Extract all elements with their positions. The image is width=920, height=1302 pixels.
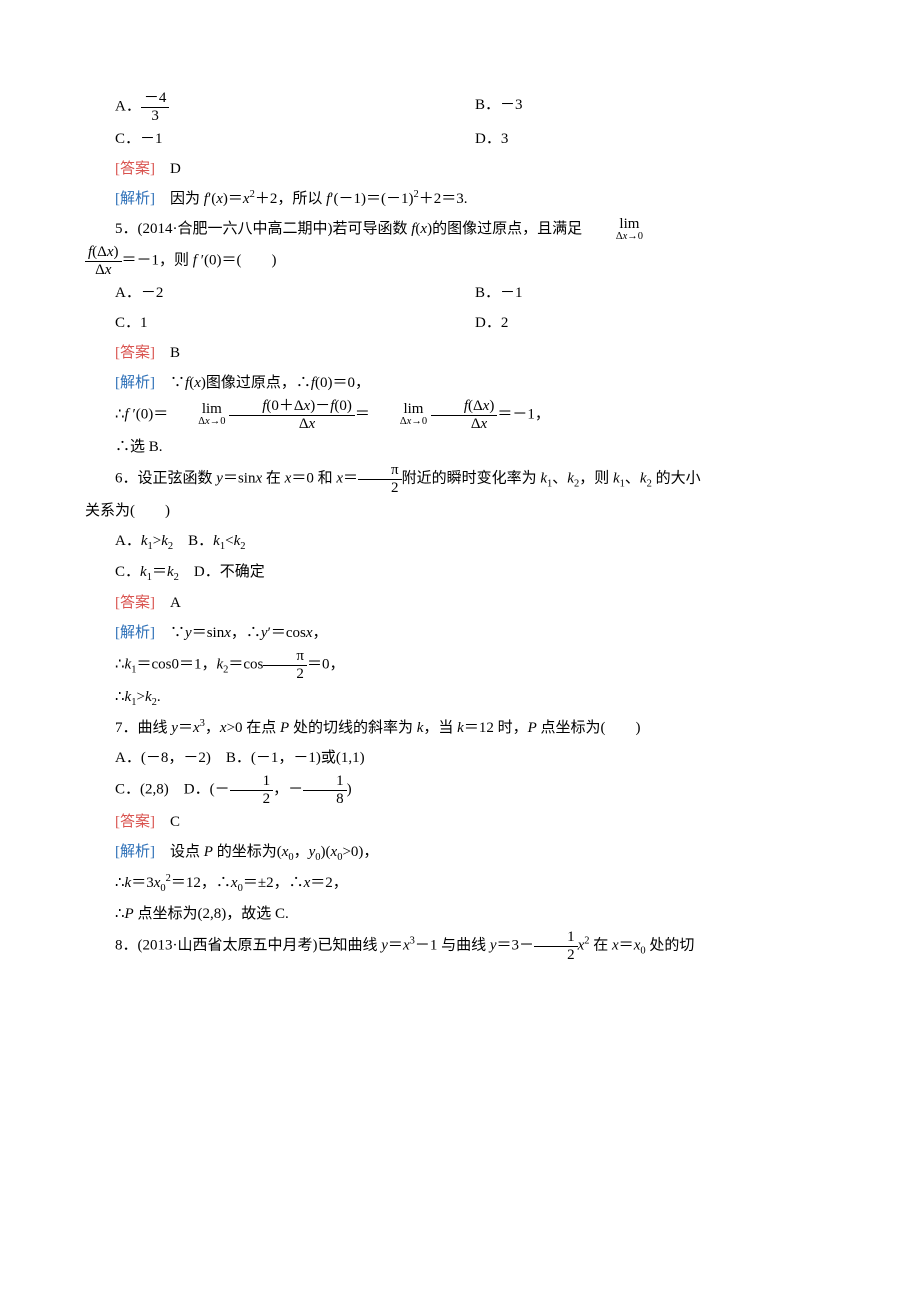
answer-label: [答案] [115, 345, 155, 361]
q4-answer: D [170, 161, 181, 177]
q7-stem: 7．曲线 y＝x3，x>0 在点 P 处的切线的斜率为 k，当 k＝12 时，P… [85, 713, 835, 743]
q7-explain1: [解析] 设点 P 的坐标为(x0，y0)(x0>0)， [85, 837, 835, 868]
q4-optD: D．3 [475, 124, 835, 154]
q6-answer-line: [答案] A [85, 588, 835, 618]
q6-answer: A [170, 595, 181, 611]
q5-explain1: [解析] ∵f(x)图像过原点，∴f(0)＝0， [85, 368, 835, 398]
q6-explain1: [解析] ∵y＝sinx，∴y′＝cosx， [85, 618, 835, 648]
lim-icon: limΔx→0 [586, 217, 643, 243]
q5-optA: A．－2 [115, 278, 475, 308]
answer-label: [答案] [115, 595, 155, 611]
q6-opt-line2: C．k1＝k2 D．不确定 [85, 557, 835, 588]
answer-label: [答案] [115, 814, 155, 830]
answer-label: [答案] [115, 161, 155, 177]
q5-optD: D．2 [475, 308, 835, 338]
explain-label: [解析] [115, 191, 155, 207]
q4-optA-prefix: A． [115, 98, 141, 114]
q5-stem-line2: f(Δx)Δx＝－1，则 f ′(0)＝( ) [85, 244, 835, 278]
q5-stem-line1: 5．(2014·合肥一六八中高二期中)若可导函数 f(x)的图像过原点，且满足 … [85, 214, 835, 244]
q6-stem-line2: 关系为( ) [85, 496, 835, 526]
q6-explain3: ∴k1>k2. [85, 682, 835, 713]
explain-label: [解析] [115, 625, 155, 641]
explain-label: [解析] [115, 844, 155, 860]
q5-explain2: ∴f ′(0)＝limΔx→0 f(0＋Δx)－f(0)Δx＝limΔx→0 f… [85, 398, 835, 432]
q8-stem: 8．(2013·山西省太原五中月考)已知曲线 y＝x3－1 与曲线 y＝3－12… [85, 929, 835, 963]
q6-opt-line1: A．k1>k2 B．k1<k2 [85, 526, 835, 557]
q4-optC: C．－1 [115, 124, 475, 154]
q7-explain2: ∴k＝3x02＝12，∴x0＝±2，∴x＝2， [85, 868, 835, 899]
explain-label: [解析] [115, 375, 155, 391]
q5-answer: B [170, 345, 180, 361]
q7-explain3: ∴P 点坐标为(2,8)，故选 C. [85, 899, 835, 929]
q5-options: A．－2 B．－1 C．1 D．2 [85, 278, 835, 338]
q4-options: A．－43 B．－3 C．－1 D．3 [85, 90, 835, 154]
q5-explain3: ∴选 B. [85, 432, 835, 462]
q5-optC: C．1 [115, 308, 475, 338]
q6-explain2: ∴k1＝cos0＝1，k2＝cosπ2＝0， [85, 648, 835, 682]
q7-answer-line: [答案] C [85, 807, 835, 837]
lim-icon: limΔx→0 [370, 402, 427, 428]
q7-opt-line2: C．(2,8) D．(－12，－18) [85, 773, 835, 807]
q4-optA-frac: －43 [141, 90, 170, 124]
q4-optA: A．－43 [115, 90, 475, 124]
q7-opt-line1: A．(－8，－2) B．(－1，－1)或(1,1) [85, 743, 835, 773]
q7-answer: C [170, 814, 180, 830]
q4-optB: B．－3 [475, 90, 835, 124]
lim-icon: limΔx→0 [168, 402, 225, 428]
q5-optB: B．－1 [475, 278, 835, 308]
q5-answer-line: [答案] B [85, 338, 835, 368]
q6-stem-line1: 6．设正弦函数 y＝sinx 在 x＝0 和 x＝π2附近的瞬时变化率为 k1、… [85, 462, 835, 496]
q4-explain: [解析] 因为 f′(x)＝x2＋2，所以 f′(－1)＝(－1)2＋2＝3. [85, 184, 835, 214]
q4-answer-line: [答案] D [85, 154, 835, 184]
